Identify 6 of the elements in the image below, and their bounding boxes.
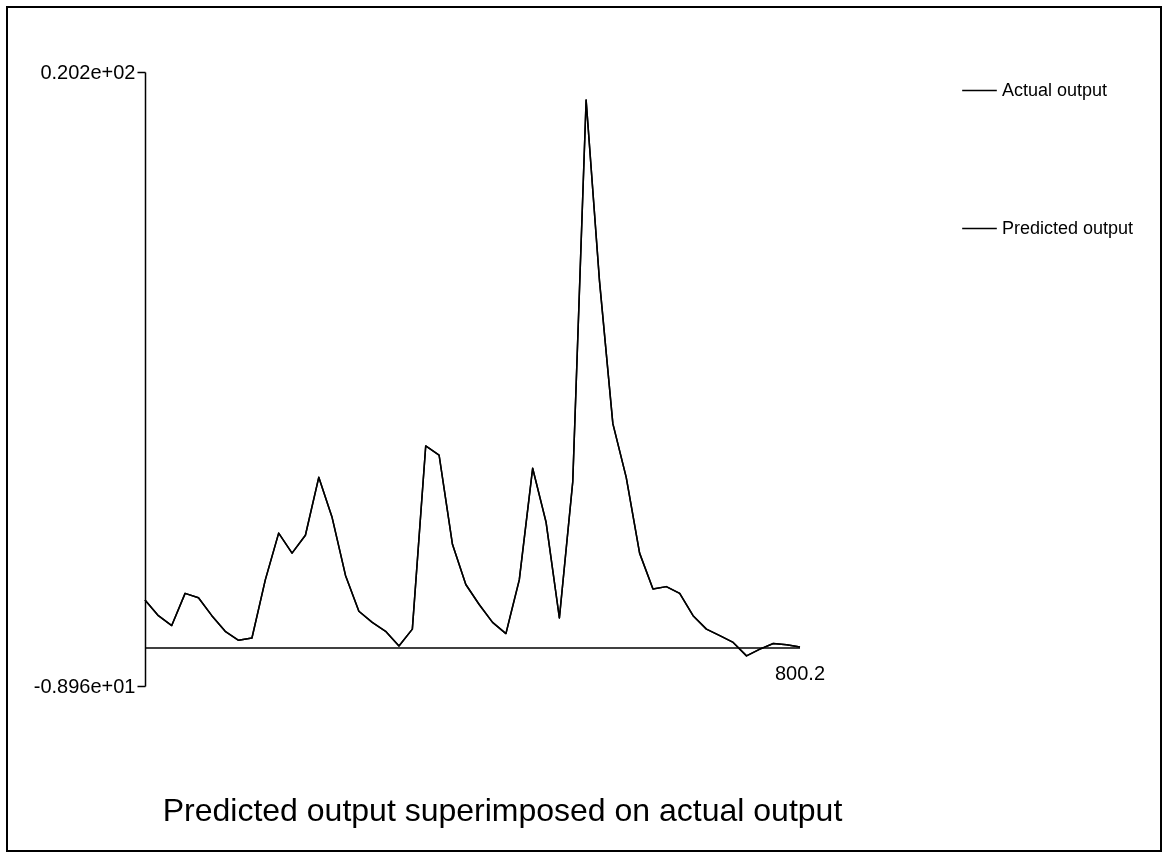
y-tick-label: -0.896e+01 (33, 674, 136, 697)
y-tick-label: 0.202e+02 (40, 60, 136, 83)
legend-label: Actual output (1002, 79, 1108, 100)
text: Predicted output superimposed on actual output (162, 792, 843, 828)
legend-label: Predicted output (1002, 217, 1134, 238)
annotation: 800.2 (774, 662, 826, 684)
